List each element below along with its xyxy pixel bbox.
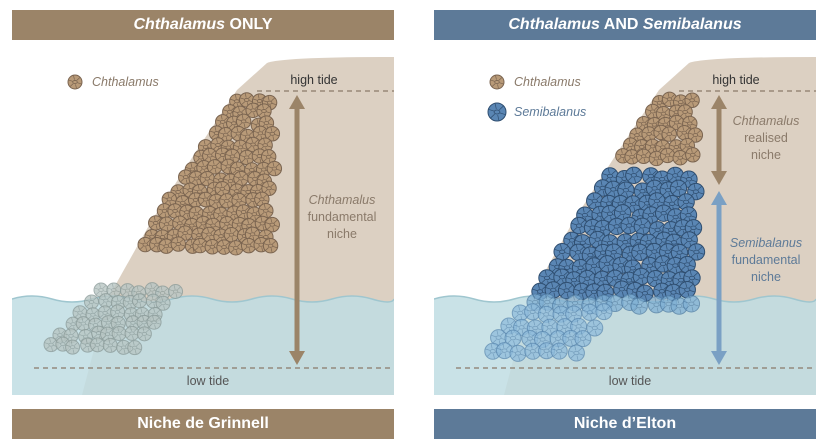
barnacle-icon [258, 203, 274, 219]
barnacle-icon [170, 236, 186, 252]
barnacle-icon [223, 226, 240, 243]
barnacle-icon [625, 166, 643, 184]
barnacle-icon [158, 238, 174, 254]
barnacle-icon [168, 283, 184, 299]
barnacle-icon [687, 243, 706, 261]
barnacle-icon [235, 113, 252, 130]
barnacle-icon [136, 326, 152, 342]
right-low-tide-label: low tide [609, 374, 651, 388]
right-fundamental-label-3: niche [751, 270, 781, 284]
right-fundamental-label-2: fundamental [732, 253, 801, 267]
barnacle-icon [586, 319, 604, 337]
barnacle-icon [672, 150, 688, 166]
right-high-tide-label: high tide [712, 73, 759, 87]
barnacle-icon [504, 329, 522, 347]
barnacle-icon [43, 337, 59, 353]
barnacle-icon [264, 216, 280, 233]
barnacle-icon [102, 337, 118, 353]
barnacle-icon [630, 297, 648, 315]
barnacle-icon [65, 339, 81, 355]
barnacle-icon [631, 243, 649, 262]
panel-chthamalus-and-semibalanus: Chthalamus AND Semibalanus high tide low… [434, 0, 816, 446]
barnacle-icon [669, 179, 688, 197]
right-fundamental-arrow [711, 191, 727, 365]
barnacle-icon [552, 305, 570, 323]
barnacle-icon [677, 193, 695, 211]
barnacle-icon [261, 180, 277, 196]
left-high-tide-label: high tide [290, 73, 337, 87]
barnacle-icon [684, 92, 700, 108]
barnacle-icon [132, 293, 148, 309]
barnacle-icon [489, 74, 505, 90]
left-header-suffix: ONLY [225, 16, 273, 33]
right-fundamental-label-1: Semibalanus [730, 236, 802, 250]
left-header: Chthalamus ONLY [12, 10, 394, 40]
left-header-species: Chthalamus [133, 16, 226, 33]
left-niche-label-3: niche [327, 227, 357, 241]
left-low-tide-label: low tide [187, 374, 229, 388]
barnacle-icon [264, 126, 281, 142]
barnacle-icon [636, 284, 654, 302]
barnacle-icon [521, 330, 539, 348]
barnacle-icon [635, 148, 652, 164]
left-scene: high tide low tide Chthamalus fundamenta… [12, 55, 394, 395]
barnacle-icon [228, 240, 244, 256]
barnacle-icon [659, 147, 676, 164]
barnacle-icon [89, 337, 105, 353]
barnacle-icon [553, 243, 571, 261]
right-header: Chthalamus AND Semibalanus [434, 10, 816, 40]
barnacle-icon [557, 281, 576, 300]
right-barnacle-cluster [484, 91, 706, 362]
barnacle-icon [489, 74, 505, 90]
barnacle-icon [127, 340, 143, 356]
barnacle-icon [661, 126, 677, 142]
right-header-species1: Chthalamus [508, 16, 600, 33]
barnacle-icon [266, 160, 283, 177]
barnacle-icon [570, 216, 588, 235]
right-header-middle: AND [599, 16, 643, 33]
barnacle-icon [537, 305, 555, 323]
right-realised-arrow [711, 95, 727, 185]
barnacle-icon [509, 344, 527, 362]
left-niche-label-1: Chthamalus [309, 193, 376, 207]
barnacle-icon [177, 225, 193, 241]
barnacle-icon [146, 314, 162, 330]
right-scene: high tide low tide Chthamalus realised n… [434, 55, 816, 395]
left-niche-label-2: fundamental [308, 210, 377, 224]
barnacle-icon [487, 102, 507, 122]
barnacle-icon [111, 326, 127, 342]
barnacle-icon [84, 294, 100, 310]
left-barnacle-cluster [43, 92, 283, 356]
barnacle-icon [541, 318, 559, 336]
barnacle-icon [574, 330, 592, 348]
barnacle-icon [155, 295, 171, 311]
barnacle-icon [67, 74, 83, 90]
panel-chthamalus-only: Chthalamus ONLY high tide low tide Chtha… [12, 0, 394, 446]
left-footer: Niche de Grinnell [12, 409, 394, 439]
right-header-species2: Semibalanus [642, 16, 742, 33]
barnacle-icon [550, 342, 568, 360]
barnacle-icon [633, 217, 652, 236]
barnacle-icon [595, 303, 613, 321]
barnacle-icon [98, 293, 114, 309]
barnacle-icon [124, 325, 140, 341]
right-realised-label-1: Chthamalus [733, 114, 800, 128]
barnacle-icon [137, 236, 153, 253]
right-legend-semibalanus: Semibalanus [514, 105, 586, 119]
barnacle-icon [199, 170, 215, 187]
barnacle-icon [487, 102, 507, 122]
barnacle-icon [685, 147, 701, 163]
right-footer: Niche d’Elton [434, 409, 816, 439]
barnacle-icon [567, 344, 585, 362]
left-fundamental-arrow [289, 95, 305, 365]
barnacle-icon [262, 238, 279, 254]
right-realised-label-2: realised [744, 131, 788, 145]
left-legend-chthamalus: Chthalamus [92, 75, 159, 89]
barnacle-icon [682, 295, 701, 313]
barnacle-icon [524, 303, 542, 321]
right-realised-label-3: niche [751, 148, 781, 162]
barnacle-icon [67, 74, 83, 90]
right-legend-chthamalus: Chthalamus [514, 75, 581, 89]
